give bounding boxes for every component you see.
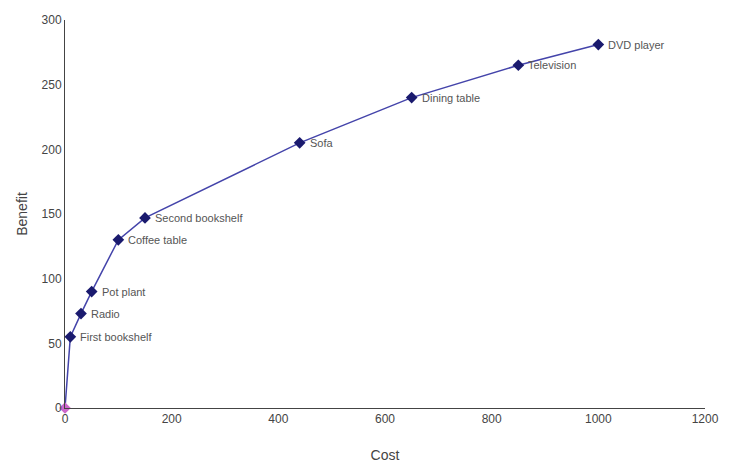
svg-text:400: 400	[268, 412, 288, 426]
svg-text:Radio: Radio	[91, 308, 120, 320]
svg-text:800: 800	[482, 412, 502, 426]
svg-text:First bookshelf: First bookshelf	[80, 331, 152, 343]
svg-text:Second bookshelf: Second bookshelf	[155, 212, 243, 224]
svg-text:Sofa: Sofa	[310, 137, 334, 149]
svg-text:Television: Television	[528, 59, 576, 71]
svg-text:1200: 1200	[692, 412, 719, 426]
svg-text:Coffee table: Coffee table	[128, 234, 187, 246]
svg-text:250: 250	[42, 78, 62, 92]
svg-text:0: 0	[55, 401, 62, 415]
svg-text:Cost: Cost	[371, 447, 400, 463]
svg-text:100: 100	[42, 272, 62, 286]
svg-text:200: 200	[42, 143, 62, 157]
svg-text:150: 150	[42, 207, 62, 221]
svg-text:Dining table: Dining table	[422, 92, 480, 104]
svg-text:Benefit: Benefit	[14, 192, 30, 236]
svg-text:50: 50	[48, 337, 62, 351]
svg-text:0: 0	[62, 412, 69, 426]
svg-text:200: 200	[162, 412, 182, 426]
svg-text:Pot plant: Pot plant	[102, 286, 145, 298]
svg-text:1000: 1000	[585, 412, 612, 426]
svg-text:DVD player: DVD player	[608, 39, 665, 51]
svg-text:600: 600	[375, 412, 395, 426]
svg-text:300: 300	[42, 13, 62, 27]
